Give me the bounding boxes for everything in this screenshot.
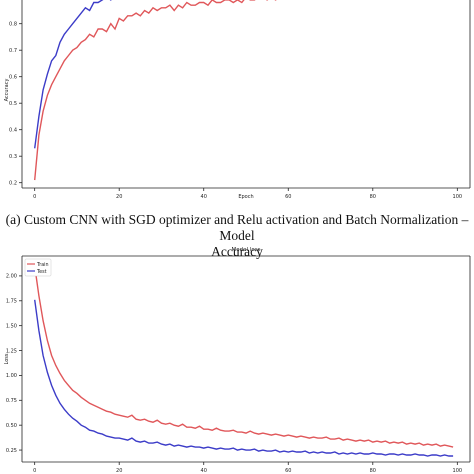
x-tick-label: 100	[453, 468, 463, 474]
series-line-test	[34, 299, 454, 457]
y-tick-label: 0.7	[9, 48, 17, 54]
series-line-train	[34, 265, 454, 448]
legend-label: Train	[36, 262, 49, 268]
caption-line-2: Accuracy	[211, 244, 263, 259]
x-tick-label: 20	[116, 468, 122, 474]
x-axis-label: Epoch	[238, 194, 253, 200]
y-tick-label: 0.8	[9, 22, 17, 28]
y-tick-label: 0.9	[9, 0, 17, 1]
legend-box	[24, 258, 52, 277]
y-tick-label: 0.5	[9, 101, 17, 107]
x-tick-label: 60	[285, 194, 291, 200]
series-line-1	[34, 0, 277, 181]
y-tick-label: 0.50	[6, 423, 17, 429]
y-tick-label: 2.00	[6, 274, 17, 280]
y-tick-label: 0.75	[6, 398, 17, 404]
y-tick-label: 1.00	[6, 373, 17, 379]
y-tick-label: 0.25	[6, 448, 17, 454]
legend-label: Test	[36, 269, 47, 275]
caption-line-1: (a) Custom CNN with SGD optimizer and Re…	[5, 212, 469, 243]
x-tick-label: 40	[201, 194, 207, 200]
y-axis-label: Loss	[4, 353, 10, 364]
y-tick-label: 0.4	[9, 128, 17, 134]
chart-title: Model loss	[232, 247, 261, 253]
y-tick-label: 1.75	[6, 299, 17, 305]
x-tick-label: 60	[285, 468, 291, 474]
chart-2: 0 20 40 60 80 100 0.25 0.50 0.75 1.00 1.25 1.50 1.75…	[4, 247, 471, 474]
x-tick-label: 40	[201, 468, 207, 474]
y-tick-label: 0.6	[9, 75, 17, 81]
x-tick-label: 0	[33, 468, 36, 474]
y-axis-label: Accuracy	[4, 79, 10, 102]
y-tick-label: 1.25	[6, 348, 17, 354]
chart-1: 0 20 40 60 80 100 0.2 0.3 0.4 0.5 0.6 0.7 0.8 0.9 Epoc…	[4, 0, 471, 200]
y-tick-label: 1.50	[6, 323, 17, 329]
series-line-2	[34, 0, 112, 149]
x-tick-label: 0	[33, 194, 36, 200]
y-tick-label: 0.2	[9, 181, 17, 187]
x-tick-label: 100	[453, 194, 463, 200]
x-tick-label: 80	[370, 468, 376, 474]
x-tick-label: 80	[370, 194, 376, 200]
x-tick-label: 20	[116, 194, 122, 200]
y-tick-label: 0.3	[9, 154, 17, 160]
figure-caption: (a) Custom CNN with SGD optimizer and Re…	[0, 212, 474, 260]
